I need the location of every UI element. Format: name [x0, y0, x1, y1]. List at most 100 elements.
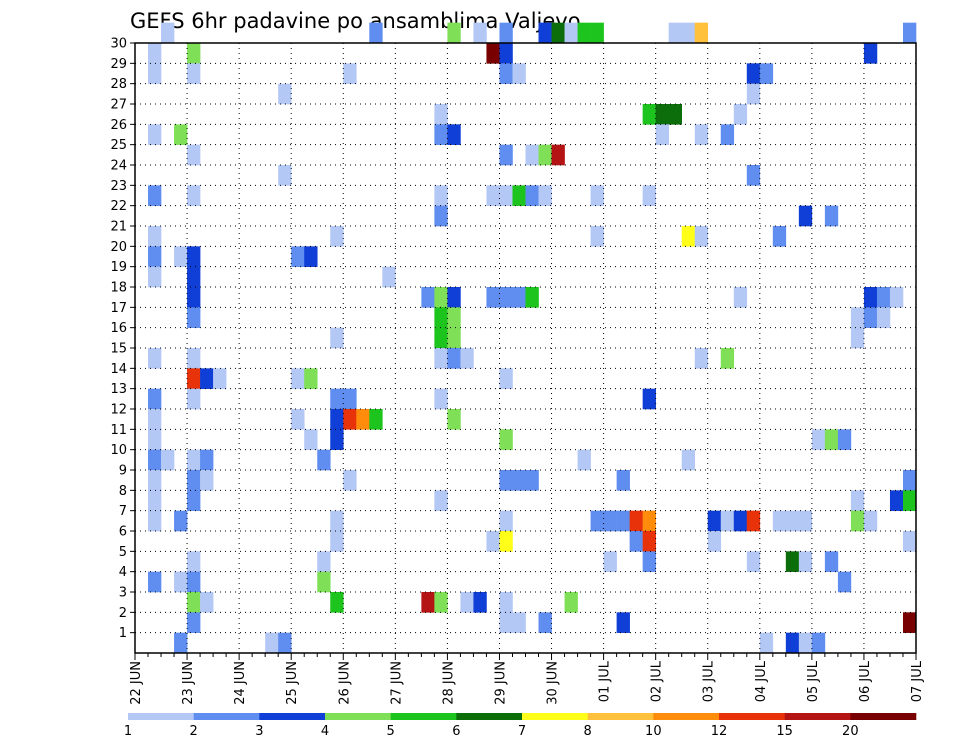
- x-tick-label: 06 JUL: [858, 660, 873, 702]
- data-cell: [213, 368, 227, 389]
- data-cell: [499, 43, 513, 64]
- data-cell: [434, 490, 448, 511]
- data-cell: [902, 490, 917, 511]
- data-cell: [499, 429, 513, 450]
- data-cell: [642, 104, 656, 125]
- data-cell: [720, 510, 735, 532]
- data-cell: [499, 612, 513, 633]
- y-tick-label: 7: [119, 504, 127, 519]
- y-tick-label: 11: [110, 423, 127, 438]
- data-cell: [291, 409, 305, 430]
- data-cell: [473, 592, 487, 613]
- data-cell: [447, 327, 461, 349]
- data-cell: [369, 409, 383, 430]
- data-cell: [707, 510, 722, 532]
- data-cell: [187, 571, 201, 593]
- data-cell: [590, 226, 604, 247]
- x-tick-label: 02 JUL: [650, 660, 665, 702]
- colorbar-label: 4: [321, 724, 329, 739]
- data-cell: [187, 612, 201, 633]
- data-cell: [616, 470, 630, 491]
- data-cell: [590, 185, 604, 206]
- data-cell: [785, 510, 800, 532]
- colorbar-label: 10: [645, 724, 662, 739]
- data-cell: [447, 409, 461, 430]
- y-tick-label: 18: [110, 281, 127, 296]
- x-tick-label: 22 JUN: [129, 661, 144, 705]
- chart-title: GEFS 6hr padavine po ansamblima Valjevo: [130, 9, 581, 33]
- data-cell: [161, 22, 175, 44]
- data-cell: [902, 22, 917, 44]
- data-cell: [148, 510, 162, 532]
- data-cell: [811, 632, 826, 654]
- data-cell: [850, 327, 865, 349]
- data-cell: [434, 124, 448, 145]
- data-cell: [694, 226, 709, 247]
- colorbar-swatch: [587, 713, 654, 720]
- data-cell: [785, 551, 800, 572]
- data-cell: [434, 348, 448, 369]
- colorbar-swatch: [522, 713, 588, 720]
- data-cell: [499, 510, 513, 532]
- data-cell: [785, 632, 800, 654]
- data-cell: [512, 287, 526, 308]
- data-cell: [278, 632, 292, 654]
- data-cell: [148, 63, 162, 84]
- data-cell: [148, 409, 162, 430]
- data-cell: [148, 429, 162, 450]
- data-cell: [590, 22, 604, 44]
- y-tick-label: 6: [119, 525, 127, 540]
- y-tick-label: 30: [110, 37, 127, 52]
- data-cell: [486, 185, 500, 206]
- data-cell: [642, 551, 656, 572]
- data-cell: [187, 592, 201, 613]
- x-tick-label: 01 JUL: [598, 660, 613, 702]
- x-tick-label: 03 JUL: [702, 660, 717, 702]
- data-cell: [148, 571, 162, 593]
- y-tick-label: 8: [119, 484, 127, 499]
- colorbar-label: 12: [711, 724, 728, 739]
- data-cell: [642, 531, 656, 552]
- data-cell: [148, 388, 162, 410]
- data-cell: [603, 510, 617, 532]
- data-cell: [187, 307, 201, 328]
- data-cell: [746, 165, 761, 186]
- data-cell: [291, 246, 305, 267]
- data-cell: [720, 124, 735, 145]
- data-cell: [148, 348, 162, 369]
- colorbar-label: 20: [842, 724, 859, 739]
- data-cell: [148, 490, 162, 511]
- data-cell: [798, 632, 813, 654]
- data-cell: [200, 368, 214, 389]
- data-cell: [837, 571, 852, 593]
- data-cell: [642, 185, 656, 206]
- colorbar-swatch: [259, 713, 326, 720]
- y-tick-label: 28: [110, 77, 127, 92]
- data-cell: [642, 388, 656, 410]
- data-cell: [733, 287, 748, 308]
- y-tick-label: 27: [110, 98, 127, 113]
- x-tick-label: 27 JUN: [389, 661, 404, 705]
- x-tick-label: 28 JUN: [441, 661, 456, 705]
- x-tick-label: 07 JUL: [910, 660, 925, 702]
- data-cell: [317, 449, 331, 471]
- y-tick-label: 9: [119, 464, 127, 479]
- data-cell: [720, 348, 735, 369]
- data-cell: [330, 327, 344, 349]
- y-tick-label: 24: [110, 159, 127, 174]
- data-cell: [330, 510, 344, 532]
- data-cell: [291, 368, 305, 389]
- y-tick-label: 14: [110, 362, 127, 377]
- data-cell: [174, 124, 188, 145]
- data-cell: [681, 449, 696, 471]
- data-cell: [486, 531, 500, 552]
- data-cell: [733, 510, 748, 532]
- y-tick-label: 5: [119, 545, 127, 560]
- y-tick-label: 22: [110, 199, 127, 214]
- grid-layer: [135, 43, 916, 653]
- data-cell: [148, 43, 162, 64]
- x-tick-label: 30 JUN: [546, 661, 561, 705]
- data-cell: [343, 388, 357, 410]
- data-cell: [850, 307, 865, 328]
- data-cell: [499, 470, 513, 491]
